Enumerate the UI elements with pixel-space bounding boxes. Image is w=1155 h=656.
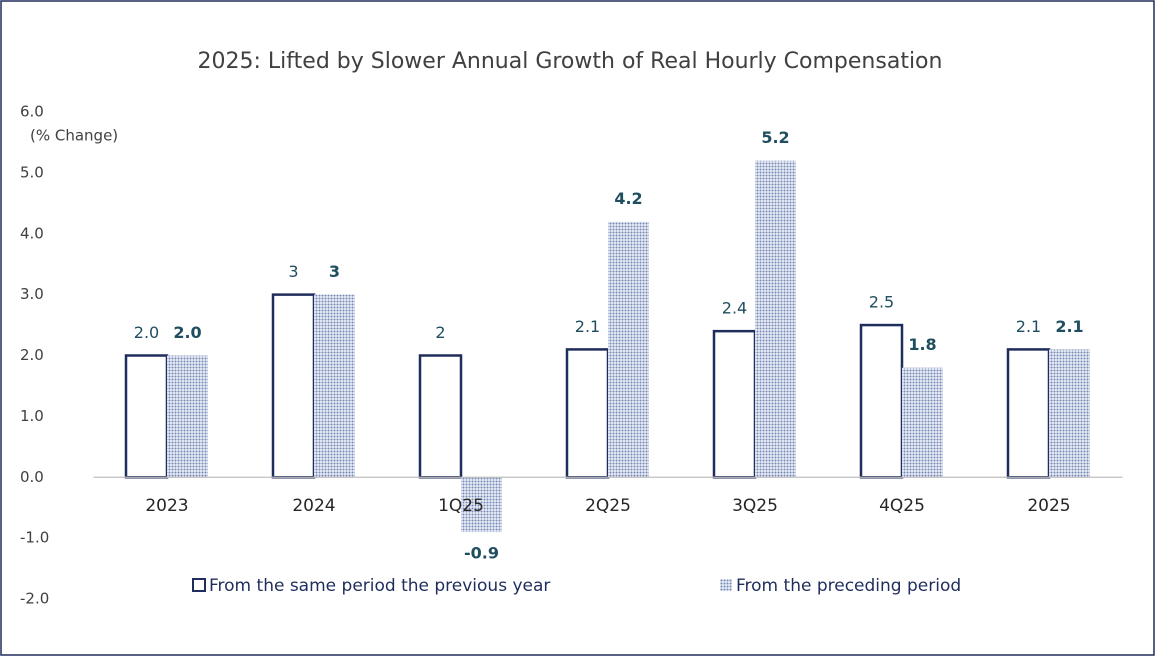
bar xyxy=(1006,348,1051,479)
bar xyxy=(271,293,316,479)
x-tick-label: 3Q25 xyxy=(732,496,778,516)
bar xyxy=(461,477,502,533)
y-tick-label: 5.0 xyxy=(20,163,44,181)
value-label: 2.0 xyxy=(134,323,159,342)
value-label: 2.1 xyxy=(1016,317,1041,336)
value-label: 2.1 xyxy=(575,317,600,336)
y-tick-label: 1.0 xyxy=(20,407,44,425)
legend-swatch xyxy=(720,579,732,591)
legend-label: From the preceding period xyxy=(736,576,961,596)
y-tick-label: 3.0 xyxy=(20,285,44,303)
bar xyxy=(902,367,943,478)
x-tick-label: 1Q25 xyxy=(438,496,484,516)
x-tick-label: 4Q25 xyxy=(879,496,925,516)
x-tick-label: 2025 xyxy=(1027,496,1070,516)
value-label: 3 xyxy=(329,262,340,281)
y-tick-label: -2.0 xyxy=(20,590,49,608)
y-tick-label: -1.0 xyxy=(20,529,49,547)
legend-swatch xyxy=(192,578,206,592)
bar xyxy=(565,348,610,479)
value-label: 2.4 xyxy=(722,299,747,318)
value-label: 4.2 xyxy=(614,189,642,208)
value-label: 3 xyxy=(288,262,298,281)
bar xyxy=(712,329,757,479)
x-tick-label: 2024 xyxy=(292,496,335,516)
bar xyxy=(418,354,463,479)
value-label: 2.1 xyxy=(1055,317,1083,336)
bar xyxy=(755,160,796,478)
value-label: 2.0 xyxy=(173,323,201,342)
bar xyxy=(314,294,355,478)
bar xyxy=(859,323,904,479)
value-label: 2.5 xyxy=(869,293,894,312)
value-label: 2 xyxy=(435,323,445,342)
x-tick-label: 2Q25 xyxy=(585,496,631,516)
y-tick-label: 0.0 xyxy=(20,468,44,486)
y-tick-label: 4.0 xyxy=(20,224,44,242)
bar xyxy=(1049,349,1090,478)
y-axis-label: (% Change) xyxy=(30,127,118,145)
bar xyxy=(124,354,169,479)
bar xyxy=(167,355,208,478)
chart-title: 2025: Lifted by Slower Annual Growth of … xyxy=(198,49,943,74)
value-label: 5.2 xyxy=(761,128,789,147)
y-tick-label: 6.0 xyxy=(20,103,44,121)
bar xyxy=(608,221,649,478)
value-label: -0.9 xyxy=(464,544,499,563)
legend-label: From the same period the previous year xyxy=(209,576,550,596)
value-label: 1.8 xyxy=(908,335,936,354)
x-tick-label: 2023 xyxy=(145,496,188,516)
y-tick-label: 2.0 xyxy=(20,346,44,364)
